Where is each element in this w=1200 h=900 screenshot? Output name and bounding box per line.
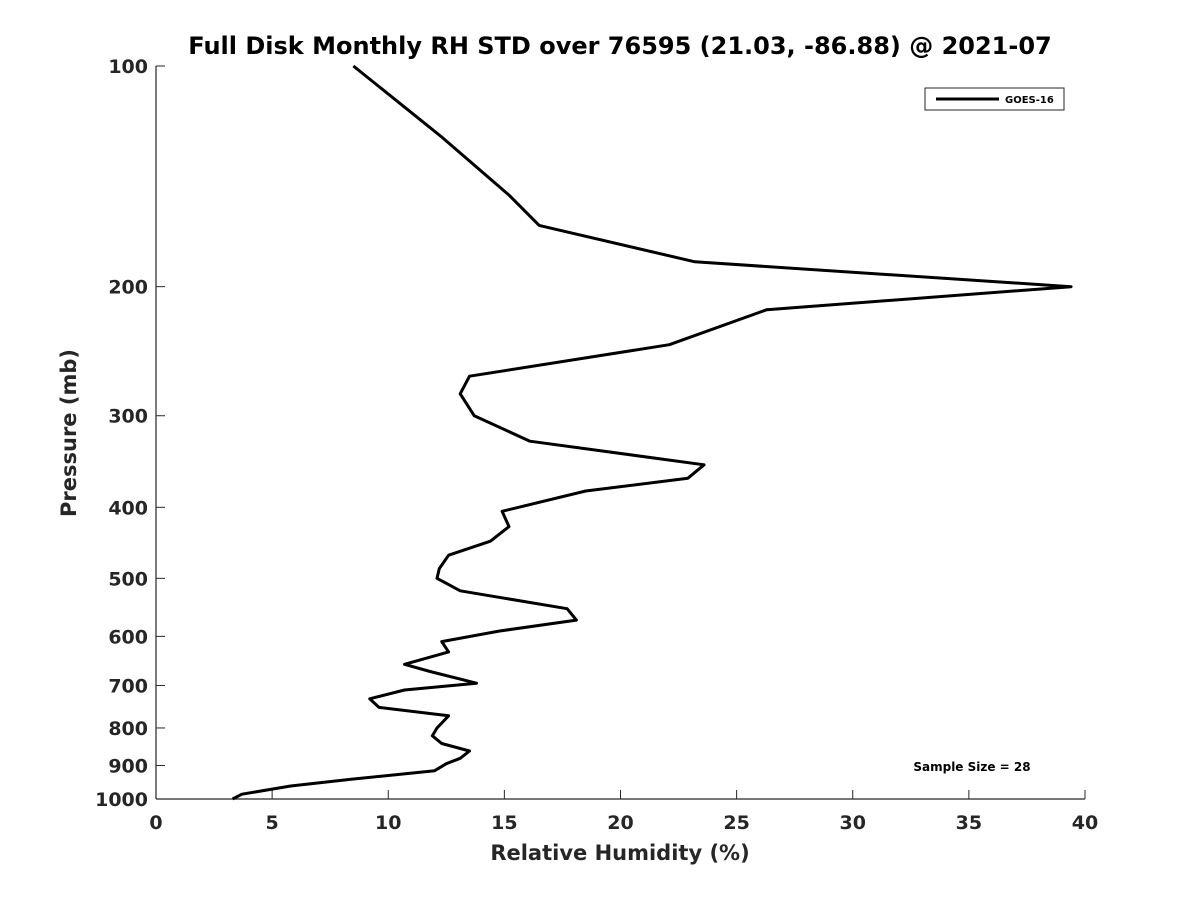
x-tick-label: 10 [375, 812, 401, 834]
x-axis-label: Relative Humidity (%) [490, 841, 749, 865]
y-tick-label: 700 [108, 675, 148, 697]
legend-label: GOES-16 [1005, 95, 1054, 106]
x-tick-label: 15 [491, 812, 517, 834]
y-tick-label: 800 [108, 718, 148, 740]
x-tick-label: 40 [1072, 812, 1098, 834]
x-tick-label: 20 [607, 812, 633, 834]
x-tick-label: 30 [840, 812, 866, 834]
y-tick-label: 600 [108, 626, 148, 648]
chart-title: Full Disk Monthly RH STD over 76595 (21.… [188, 32, 1051, 60]
y-tick-label: 1000 [95, 789, 148, 811]
legend: GOES-16 [924, 87, 1065, 111]
x-tick-label: 5 [266, 812, 279, 834]
x-tick-label: 35 [956, 812, 982, 834]
y-tick-label: 500 [108, 568, 148, 590]
y-tick-label: 200 [108, 277, 148, 299]
sample-size-annotation: Sample Size = 28 [913, 760, 1030, 774]
y-tick-label: 400 [108, 497, 148, 519]
y-axis-ticks: 100 200 300 400 500 600 700 800 900 1000 [95, 56, 165, 811]
series-line-goes-16 [231, 64, 1073, 801]
y-tick-label: 100 [108, 56, 148, 78]
y-tick-label: 900 [108, 755, 148, 777]
x-tick-label: 0 [149, 812, 162, 834]
x-axis-ticks: 0 5 10 15 20 25 30 35 40 [149, 790, 1098, 834]
y-axis-label: Pressure (mb) [57, 349, 81, 517]
x-tick-label: 25 [723, 812, 749, 834]
y-tick-label: 300 [108, 406, 148, 428]
plot-area [156, 66, 1085, 799]
